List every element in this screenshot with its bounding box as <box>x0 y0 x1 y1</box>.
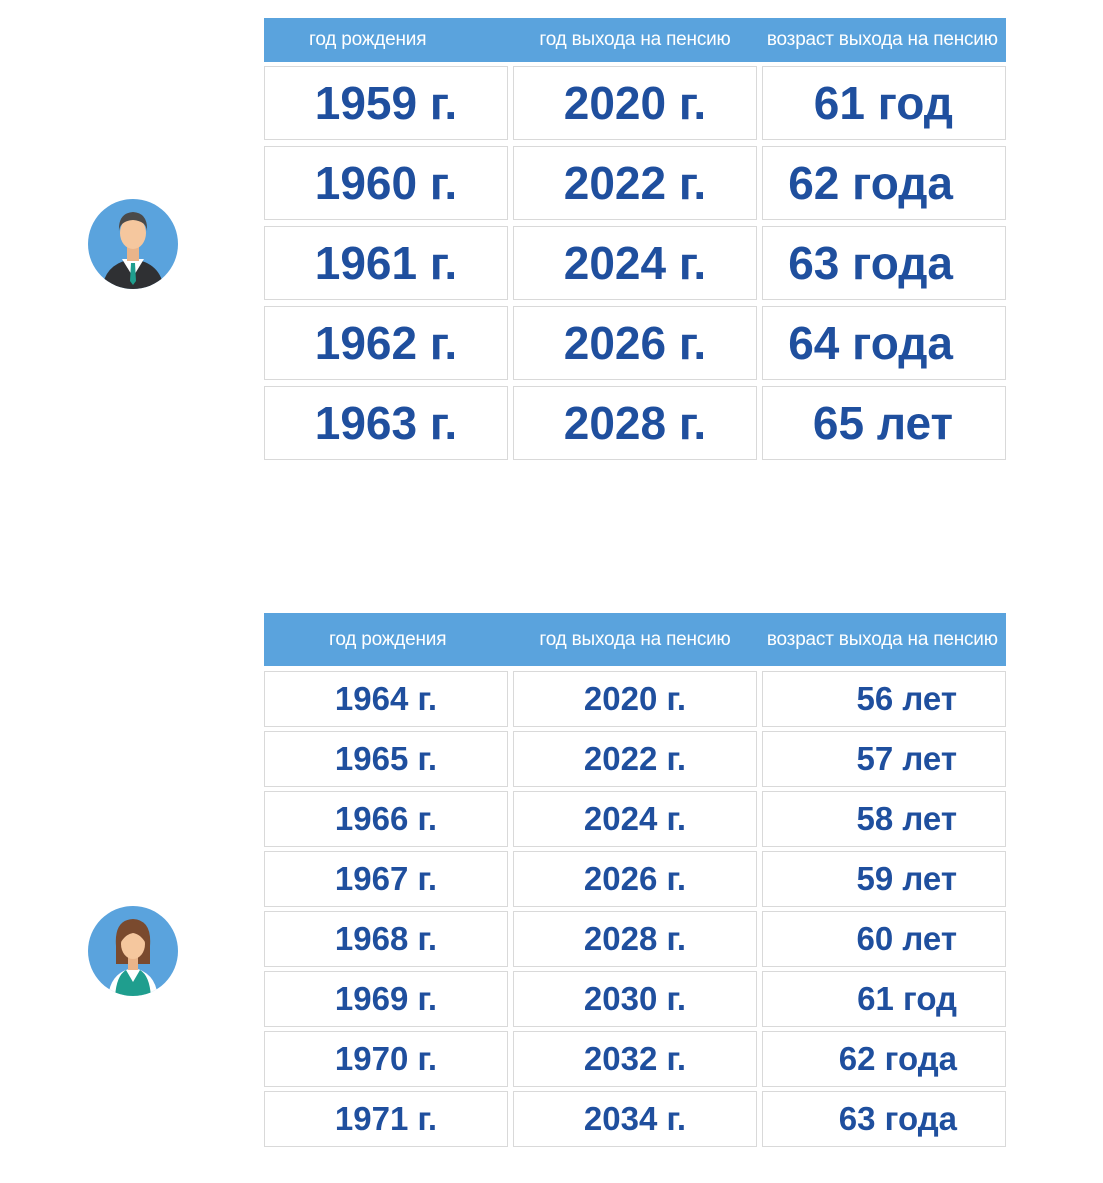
header-birth-year: год рождения <box>329 628 447 650</box>
birth-year-cell: 1959 г. <box>264 66 508 140</box>
birth-year-cell: 1968 г. <box>264 911 508 967</box>
retirement-age-cell: 62 года <box>762 1031 1006 1087</box>
retirement-year-cell: 2022 г. <box>513 146 757 220</box>
table-row: 1969 г. 2030 г. 61 год <box>264 971 1006 1027</box>
birth-year-cell: 1963 г. <box>264 386 508 460</box>
table-row: 1971 г. 2034 г. 63 года <box>264 1091 1006 1147</box>
header-retirement-year: год выхода на пенсию <box>539 29 731 50</box>
retirement-age-cell: 65 лет <box>762 386 1006 460</box>
retirement-age-cell: 62 года <box>762 146 1006 220</box>
retirement-age-cell: 61 год <box>762 66 1006 140</box>
retirement-age-cell: 57 лет <box>762 731 1006 787</box>
retirement-year-cell: 2028 г. <box>513 386 757 460</box>
retirement-year-cell: 2024 г. <box>513 226 757 300</box>
table-row: 1959 г. 2020 г. 61 год <box>264 66 1006 140</box>
table-row: 1963 г. 2028 г. 65 лет <box>264 386 1006 460</box>
table-row: 1960 г. 2022 г. 62 года <box>264 146 1006 220</box>
header-retirement-year: год выхода на пенсию <box>539 628 731 650</box>
women-pension-table: год рождения год выхода на пенсию возрас… <box>264 613 1006 1147</box>
retirement-age-cell: 56 лет <box>762 671 1006 727</box>
header-retirement-age: возраст выхода на пенсию <box>766 628 998 650</box>
retirement-year-cell: 2034 г. <box>513 1091 757 1147</box>
birth-year-cell: 1964 г. <box>264 671 508 727</box>
men-pension-table: год рождения год выхода на пенсию возрас… <box>264 18 1006 460</box>
table-row: 1967 г. 2026 г. 59 лет <box>264 851 1006 907</box>
retirement-age-cell: 59 лет <box>762 851 1006 907</box>
table-row: 1966 г. 2024 г. 58 лет <box>264 791 1006 847</box>
birth-year-cell: 1970 г. <box>264 1031 508 1087</box>
retirement-year-cell: 2032 г. <box>513 1031 757 1087</box>
table-row: 1968 г. 2028 г. 60 лет <box>264 911 1006 967</box>
birth-year-cell: 1971 г. <box>264 1091 508 1147</box>
birth-year-cell: 1960 г. <box>264 146 508 220</box>
retirement-year-cell: 2026 г. <box>513 851 757 907</box>
birth-year-cell: 1965 г. <box>264 731 508 787</box>
table-header: год рождения год выхода на пенсию возрас… <box>264 613 1006 666</box>
retirement-age-cell: 63 года <box>762 1091 1006 1147</box>
retirement-age-cell: 58 лет <box>762 791 1006 847</box>
table-row: 1965 г. 2022 г. 57 лет <box>264 731 1006 787</box>
retirement-age-cell: 63 года <box>762 226 1006 300</box>
retirement-year-cell: 2030 г. <box>513 971 757 1027</box>
table-row: 1964 г. 2020 г. 56 лет <box>264 671 1006 727</box>
birth-year-cell: 1967 г. <box>264 851 508 907</box>
retirement-age-cell: 64 года <box>762 306 1006 380</box>
table-header: год рождения год выхода на пенсию возрас… <box>264 18 1006 62</box>
header-birth-year: год рождения <box>309 29 427 50</box>
retirement-age-cell: 60 лет <box>762 911 1006 967</box>
woman-avatar-icon <box>88 906 178 996</box>
retirement-year-cell: 2026 г. <box>513 306 757 380</box>
birth-year-cell: 1961 г. <box>264 226 508 300</box>
retirement-age-cell: 61 год <box>762 971 1006 1027</box>
birth-year-cell: 1969 г. <box>264 971 508 1027</box>
birth-year-cell: 1962 г. <box>264 306 508 380</box>
table-row: 1961 г. 2024 г. 63 года <box>264 226 1006 300</box>
header-retirement-age: возраст выхода на пенсию <box>766 29 998 50</box>
man-avatar-icon <box>88 199 178 289</box>
retirement-year-cell: 2028 г. <box>513 911 757 967</box>
retirement-year-cell: 2022 г. <box>513 731 757 787</box>
retirement-year-cell: 2024 г. <box>513 791 757 847</box>
retirement-year-cell: 2020 г. <box>513 66 757 140</box>
birth-year-cell: 1966 г. <box>264 791 508 847</box>
table-row: 1962 г. 2026 г. 64 года <box>264 306 1006 380</box>
table-row: 1970 г. 2032 г. 62 года <box>264 1031 1006 1087</box>
retirement-year-cell: 2020 г. <box>513 671 757 727</box>
